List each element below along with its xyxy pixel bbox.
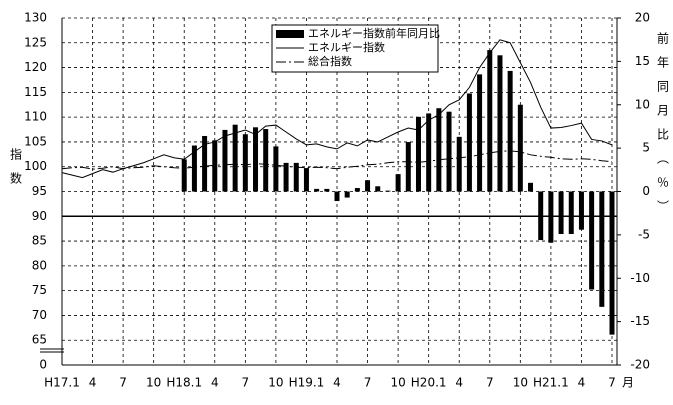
bar [334, 191, 340, 202]
line [61, 150, 613, 170]
bar [212, 140, 218, 192]
bar [589, 191, 595, 290]
y2-tick-label: 20 [635, 11, 650, 25]
y-tick-label: 110 [24, 110, 47, 124]
bar [578, 191, 584, 230]
y2-tick-label: -10 [630, 271, 650, 285]
bar [181, 159, 187, 192]
y-tick-label: 95 [32, 184, 47, 198]
y2-tick-label: -20 [630, 358, 650, 372]
x-tick-label: 4 [89, 376, 97, 390]
x-tick-label: 7 [486, 376, 494, 390]
y-tick-label: 70 [32, 308, 47, 322]
bar [365, 180, 371, 192]
bar [568, 191, 574, 235]
x-tick-label: H18.1 [166, 376, 202, 390]
y-tick-label: 120 [24, 60, 47, 74]
bar [303, 168, 309, 192]
y-tick-label: 85 [32, 234, 47, 248]
y2-tick-label: 10 [635, 97, 650, 111]
bar [324, 188, 330, 192]
y-tick-label: 125 [24, 35, 47, 49]
bar [242, 134, 248, 192]
y-axis-title: 指数 [9, 147, 23, 196]
x-tick-label: 7 [364, 376, 372, 390]
y-tick-label: 90 [32, 209, 47, 223]
bar [558, 191, 564, 235]
x-tick-label: 7 [608, 376, 616, 390]
x-tick-label: H21.1 [533, 376, 569, 390]
y2-tick-label: 0 [642, 184, 650, 198]
x-tick-label: 7 [119, 376, 127, 390]
y-tick-label: 65 [32, 333, 47, 347]
bar [609, 191, 615, 335]
bar [415, 116, 421, 192]
bar [191, 145, 197, 192]
bar [487, 50, 493, 192]
bar [344, 191, 350, 198]
bar [599, 191, 605, 307]
x-tick-label: 10 [390, 376, 405, 390]
bar [354, 188, 360, 192]
y-tick-label: 115 [24, 85, 47, 99]
y2-tick-label: -15 [630, 314, 650, 328]
bar [253, 127, 259, 192]
bar [477, 74, 483, 192]
x-tick-label: 7 [242, 376, 250, 390]
y2-axis-title: 前年同月比（％） [656, 31, 670, 224]
y2-tick-label: 15 [635, 54, 650, 68]
bar [314, 188, 320, 192]
bar [466, 93, 472, 192]
bar [507, 70, 513, 192]
y-tick-label: 75 [32, 283, 47, 297]
bar [538, 191, 544, 241]
legend-label: 総合指数 [308, 54, 352, 68]
x-tick-label: H19.1 [289, 376, 325, 390]
y-tick-label: 100 [24, 159, 47, 173]
bar [456, 136, 462, 192]
bar [548, 191, 554, 243]
line [61, 39, 613, 179]
y-break-label: 0 [39, 358, 47, 372]
bar [436, 108, 442, 192]
legend-label: エネルギー指数前年同月比 [308, 26, 440, 40]
y2-tick-label: 5 [642, 141, 650, 155]
bar [517, 104, 523, 192]
y2-tick-label: -5 [638, 227, 650, 241]
legend-swatch [276, 30, 304, 38]
bar [405, 142, 411, 192]
bar [202, 135, 208, 192]
y-tick-label: 105 [24, 134, 47, 148]
legend-label: エネルギー指数 [308, 40, 385, 54]
axis-break [40, 348, 64, 353]
bar [263, 129, 269, 192]
bar [528, 182, 534, 192]
x-tick-label: 10 [146, 376, 161, 390]
bar [273, 146, 279, 192]
x-tick-label: 4 [455, 376, 463, 390]
y-tick-label: 130 [24, 11, 47, 25]
bar [385, 190, 391, 192]
x-tick-label: 4 [333, 376, 341, 390]
bar [497, 55, 503, 192]
bar [446, 111, 452, 192]
bar [395, 174, 401, 192]
x-tick-label: H17.1 [44, 376, 80, 390]
y-tick-label: 80 [32, 258, 47, 272]
x-tick-label: 4 [578, 376, 586, 390]
bar [293, 162, 299, 192]
x-tick-label: H20.1 [411, 376, 447, 390]
bar [232, 124, 238, 192]
bar [426, 113, 432, 192]
x-tick-label: 4 [211, 376, 219, 390]
bar [283, 162, 289, 192]
x-tick-label: 10 [268, 376, 283, 390]
bar [375, 186, 381, 192]
x-tick-label: 10 [513, 376, 528, 390]
x-unit: 月 [622, 376, 634, 390]
bar [222, 129, 228, 192]
